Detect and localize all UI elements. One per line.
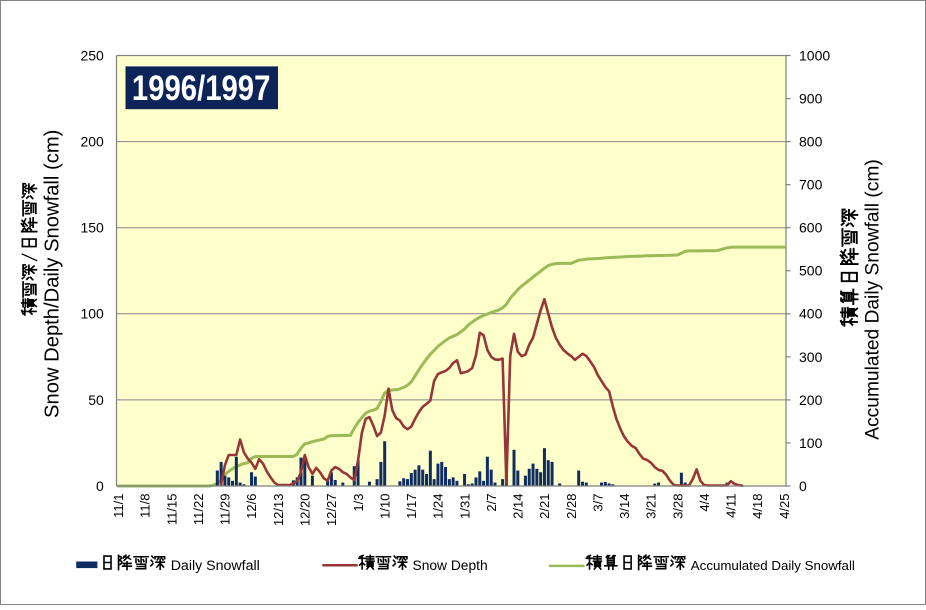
- svg-text:200: 200: [799, 392, 823, 408]
- svg-text:2/28: 2/28: [564, 494, 579, 519]
- svg-text:700: 700: [799, 177, 823, 193]
- svg-text:Accumulated Daily Snowfall: Accumulated Daily Snowfall: [691, 558, 855, 573]
- svg-text:Snow Depth/Daily Snowfall (cm): Snow Depth/Daily Snowfall (cm): [42, 130, 64, 418]
- svg-text:2/14: 2/14: [511, 494, 526, 519]
- svg-text:2/21: 2/21: [537, 494, 552, 519]
- svg-text:12/27: 12/27: [324, 494, 339, 527]
- svg-text:11/22: 11/22: [191, 494, 206, 526]
- svg-text:1/31: 1/31: [457, 494, 472, 519]
- svg-text:11/8: 11/8: [138, 494, 153, 518]
- svg-text:500: 500: [799, 263, 823, 279]
- svg-text:11/1: 11/1: [111, 494, 126, 518]
- svg-text:250: 250: [80, 47, 104, 63]
- svg-text:100: 100: [799, 435, 823, 451]
- svg-text:Accumulated Daily Snowfall (cm: Accumulated Daily Snowfall (cm): [862, 159, 883, 439]
- svg-text:1996/1997: 1996/1997: [132, 69, 271, 108]
- svg-text:4/4: 4/4: [697, 494, 712, 512]
- svg-text:0: 0: [799, 478, 807, 494]
- svg-text:Snow Depth: Snow Depth: [413, 558, 488, 573]
- svg-text:11/29: 11/29: [218, 494, 233, 526]
- svg-text:4/11: 4/11: [724, 494, 739, 518]
- svg-text:Daily Snowfall: Daily Snowfall: [171, 558, 260, 574]
- svg-text:50: 50: [88, 392, 104, 408]
- svg-text:3/28: 3/28: [670, 494, 685, 519]
- svg-text:1/24: 1/24: [431, 494, 446, 519]
- svg-text:1000: 1000: [799, 47, 830, 63]
- svg-text:4/18: 4/18: [750, 494, 765, 519]
- svg-text:3/7: 3/7: [590, 494, 605, 512]
- svg-text:12/20: 12/20: [298, 494, 313, 527]
- svg-text:1/17: 1/17: [404, 494, 419, 519]
- svg-text:2/7: 2/7: [484, 494, 499, 512]
- svg-text:12/13: 12/13: [271, 494, 286, 527]
- svg-text:300: 300: [799, 349, 823, 365]
- svg-text:1/10: 1/10: [377, 494, 392, 519]
- svg-text:150: 150: [80, 220, 104, 236]
- svg-text:12/6: 12/6: [244, 494, 259, 519]
- svg-text:3/21: 3/21: [644, 494, 659, 519]
- svg-text:400: 400: [799, 306, 823, 322]
- svg-text:900: 900: [799, 91, 823, 107]
- svg-text:800: 800: [799, 134, 823, 150]
- svg-text:11/15: 11/15: [164, 494, 179, 526]
- svg-text:600: 600: [799, 220, 823, 236]
- svg-text:100: 100: [80, 306, 104, 322]
- svg-text:200: 200: [80, 134, 104, 150]
- svg-text:3/14: 3/14: [617, 494, 632, 519]
- svg-text:4/25: 4/25: [777, 494, 792, 519]
- svg-text:0: 0: [96, 478, 104, 494]
- svg-text:1/3: 1/3: [351, 494, 366, 512]
